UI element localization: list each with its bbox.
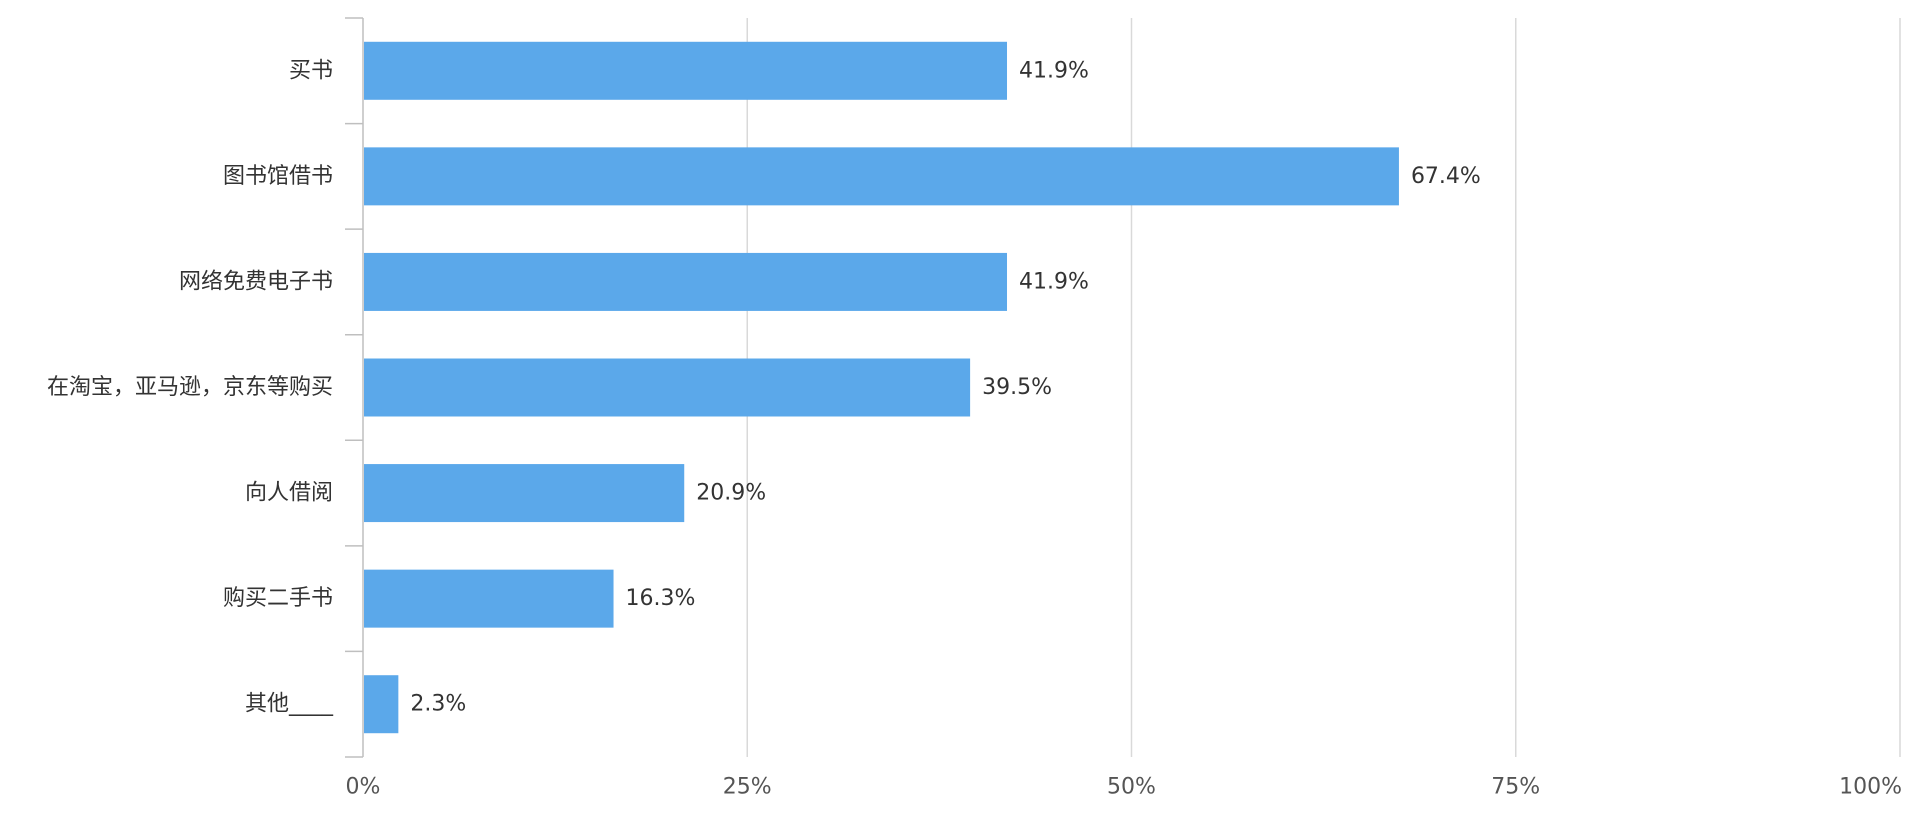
- category-label-2: 网络免费电子书: [179, 269, 333, 294]
- data-label-4: 20.9%: [696, 481, 766, 506]
- bar-4: [364, 464, 685, 523]
- category-label-0: 买书: [289, 58, 333, 83]
- y-axis: [345, 17, 364, 758]
- x-tick-label-3: 75%: [1491, 775, 1540, 800]
- x-tick-label-4: 100%: [1839, 775, 1902, 800]
- category-label-1: 图书馆借书: [223, 164, 333, 189]
- x-tick-label-1: 25%: [723, 775, 772, 800]
- category-labels: 买书图书馆借书网络免费电子书在淘宝，亚马逊，京东等购买向人借阅购买二手书其他__…: [47, 58, 334, 716]
- bar-2: [364, 252, 1008, 311]
- x-tick-label-0: 0%: [346, 775, 381, 800]
- data-label-1: 67.4%: [1411, 164, 1481, 189]
- data-label-3: 39.5%: [982, 375, 1052, 400]
- bar-0: [364, 41, 1008, 100]
- category-label-3: 在淘宝，亚马逊，京东等购买: [47, 375, 333, 400]
- x-tick-labels: 0% 25% 50% 75% 100%: [346, 775, 1902, 800]
- data-labels: 41.9% 67.4% 41.9% 39.5% 20.9% 16.3% 2.3%: [410, 58, 1480, 716]
- bar-6: [364, 675, 399, 734]
- bar-1: [364, 147, 1399, 206]
- category-label-4: 向人借阅: [245, 481, 333, 506]
- bars: [364, 41, 1399, 734]
- data-label-0: 41.9%: [1019, 58, 1089, 83]
- bar-3: [364, 358, 971, 417]
- bar-5: [364, 569, 614, 628]
- data-label-6: 2.3%: [410, 692, 466, 717]
- category-label-6: 其他____: [245, 692, 334, 717]
- x-tick-label-2: 50%: [1107, 775, 1156, 800]
- data-label-5: 16.3%: [626, 586, 696, 611]
- data-label-2: 41.9%: [1019, 269, 1089, 294]
- category-label-5: 购买二手书: [223, 586, 333, 611]
